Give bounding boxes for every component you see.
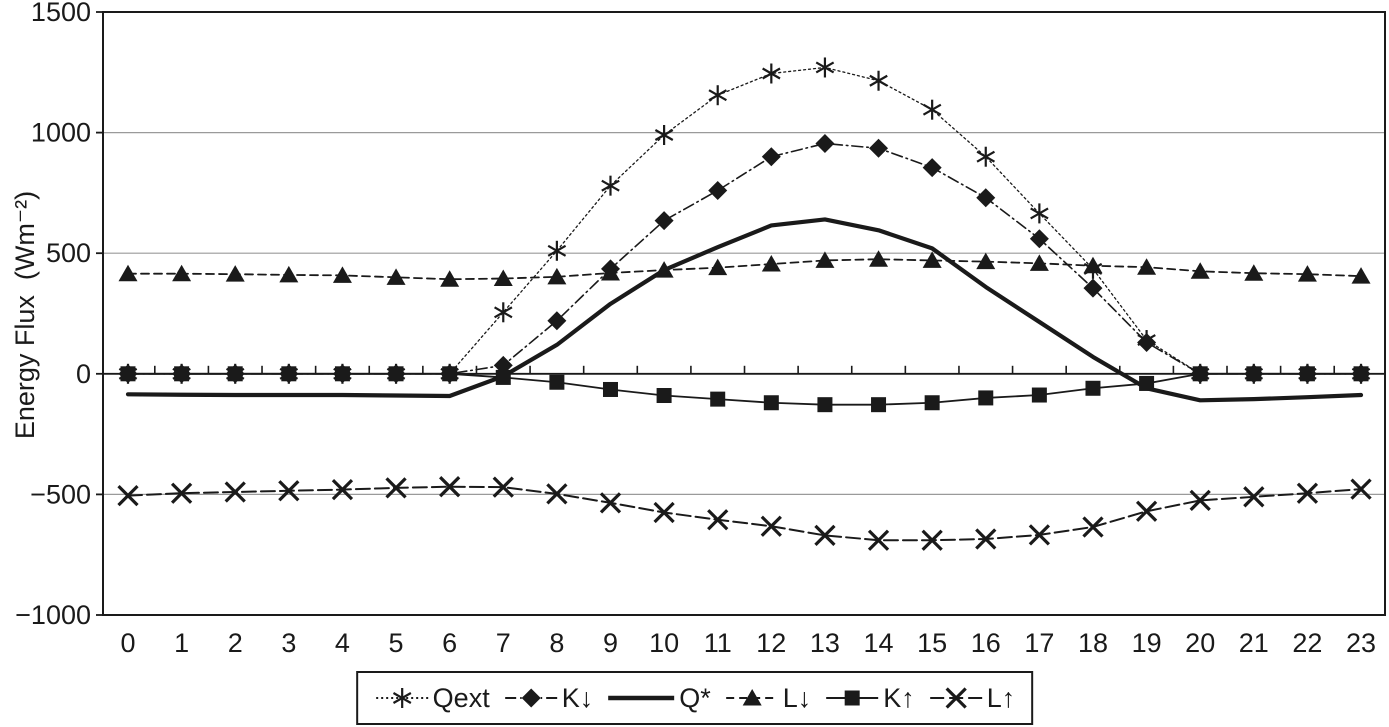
y-tick-label: 1000 xyxy=(31,118,91,148)
x-tick-label: 12 xyxy=(756,628,786,658)
x-tick-label: 7 xyxy=(496,628,511,658)
legend-item-Qext: Qext xyxy=(374,683,490,714)
legend-swatch-diamond-marker xyxy=(504,688,557,708)
x-tick-label: 13 xyxy=(810,628,840,658)
legend-item-L↓: L↓ xyxy=(724,682,812,714)
legend-item-L↑: L↑ xyxy=(928,682,1016,714)
x-tick-label: 5 xyxy=(389,628,404,658)
series-line-K↑ xyxy=(127,372,1362,406)
legend-label: Q* xyxy=(679,682,711,713)
x-tick-label: 6 xyxy=(442,628,457,658)
y-axis-ticks: 1500 1000 500 0 −500 −1000 xyxy=(15,0,103,630)
x-tick-label: 8 xyxy=(549,628,564,658)
legend-swatch-square-marker xyxy=(826,690,879,706)
gridlines xyxy=(103,132,1385,495)
y-tick-label: −500 xyxy=(30,479,91,509)
x-tick-label: 10 xyxy=(649,628,679,658)
legend-label: K↓ xyxy=(561,682,594,713)
x-tick-label: 3 xyxy=(281,628,296,658)
legend-swatch-none-marker xyxy=(608,695,675,701)
legend: Qext K↓ Q* L↓ K↑ L↑ xyxy=(355,671,1034,725)
legend-swatch-triangle-marker xyxy=(725,689,778,706)
series-markers-K↑ xyxy=(120,366,1369,413)
x-tick-label: 9 xyxy=(603,628,618,658)
x-tick-label: 4 xyxy=(335,628,350,658)
x-tick-label: 23 xyxy=(1346,628,1376,658)
legend-label: Qext xyxy=(432,682,490,713)
x-tick-label: 22 xyxy=(1292,628,1322,658)
legend-label: L↑ xyxy=(986,682,1016,713)
plot-border xyxy=(102,11,1386,616)
series-markers-K↓ xyxy=(118,133,1371,384)
x-tick-label: 0 xyxy=(120,628,135,658)
series-line-L↓ xyxy=(127,258,1362,281)
x-tick-label: 1 xyxy=(174,628,189,658)
x-tick-label: 15 xyxy=(917,628,947,658)
legend-swatch-x-marker xyxy=(929,687,982,709)
legend-label: L↓ xyxy=(782,682,812,713)
x-tick-label: 11 xyxy=(704,628,732,658)
series-markers-L↑ xyxy=(117,476,1372,551)
y-tick-label: 500 xyxy=(46,238,91,268)
legend-item-K↓: K↓ xyxy=(503,682,594,714)
x-tick-label: 16 xyxy=(971,628,1001,658)
x-tick-label: 2 xyxy=(228,628,243,658)
series-markers-L↓ xyxy=(118,250,1371,287)
x-tick-label: 17 xyxy=(1024,628,1054,658)
legend-item-K↑: K↑ xyxy=(824,683,915,714)
series-line-Qext xyxy=(127,66,1362,375)
x-tick-label: 21 xyxy=(1239,628,1269,658)
legend-label: K↑ xyxy=(883,682,915,713)
x-tick-label: 19 xyxy=(1132,628,1162,658)
x-tick-label: 18 xyxy=(1078,628,1108,658)
x-tick-label: 14 xyxy=(864,628,894,658)
series-markers-Qext xyxy=(118,57,1371,384)
series-line-L↑ xyxy=(127,485,1363,542)
x-axis-labels: 0 1 2 3 4 5 6 7 8 9 10 11 12 13 14 15 16 17 18 19 20 21 22 23 xyxy=(120,628,1376,658)
legend-item-Q*: Q* xyxy=(606,683,711,714)
x-tick-label: 20 xyxy=(1185,628,1215,658)
y-tick-label: 1500 xyxy=(31,0,91,27)
y-tick-label: 0 xyxy=(76,359,91,389)
series-line-Q* xyxy=(125,217,1364,403)
y-tick-label: −1000 xyxy=(15,600,91,630)
series-line-K↓ xyxy=(127,142,1362,375)
legend-swatch-asterisk-marker xyxy=(375,688,428,708)
